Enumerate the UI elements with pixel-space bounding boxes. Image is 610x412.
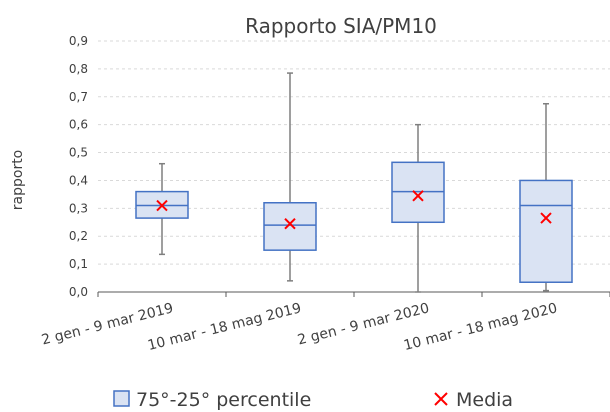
y-tick-label: 0,5 bbox=[69, 146, 88, 160]
y-tick-label: 0,4 bbox=[69, 173, 88, 187]
y-tick-label: 0,9 bbox=[69, 34, 88, 48]
y-tick-label: 0,7 bbox=[69, 90, 88, 104]
legend-label-media: Media bbox=[456, 389, 513, 411]
iqr-box bbox=[263, 202, 317, 251]
box-4 bbox=[519, 103, 573, 292]
mean-marker bbox=[284, 217, 296, 230]
box-1 bbox=[135, 162, 189, 256]
y-tick-label: 0,2 bbox=[69, 229, 88, 243]
y-tick-label: 0,1 bbox=[69, 257, 88, 271]
y-tick-label: 0,3 bbox=[69, 201, 88, 215]
legend-label-percentile: 75°-25° percentile bbox=[136, 389, 311, 411]
iqr-box bbox=[519, 179, 573, 283]
y-tick-label: 0,8 bbox=[69, 62, 88, 76]
boxes bbox=[135, 72, 573, 293]
chart-title: Rapporto SIA/PM10 bbox=[245, 14, 437, 38]
box-2 bbox=[263, 72, 317, 282]
legend-box-swatch bbox=[113, 390, 130, 407]
mean-marker bbox=[540, 212, 552, 224]
legend-mean-marker bbox=[434, 392, 448, 406]
y-axis-label: rapporto bbox=[10, 150, 26, 210]
box-3 bbox=[391, 123, 445, 293]
x-mark bbox=[434, 392, 448, 406]
mean-marker bbox=[412, 190, 424, 202]
y-tick-labels: 0,0 0,1 0,2 0,3 0,4 0,5 0,6 0,7 0,8 0,9 bbox=[69, 34, 88, 299]
mean-marker bbox=[156, 199, 168, 212]
y-tick-label: 0,6 bbox=[69, 118, 88, 132]
y-tick-label: 0,0 bbox=[69, 285, 88, 299]
legend: 75°-25° percentile Media bbox=[113, 389, 513, 411]
